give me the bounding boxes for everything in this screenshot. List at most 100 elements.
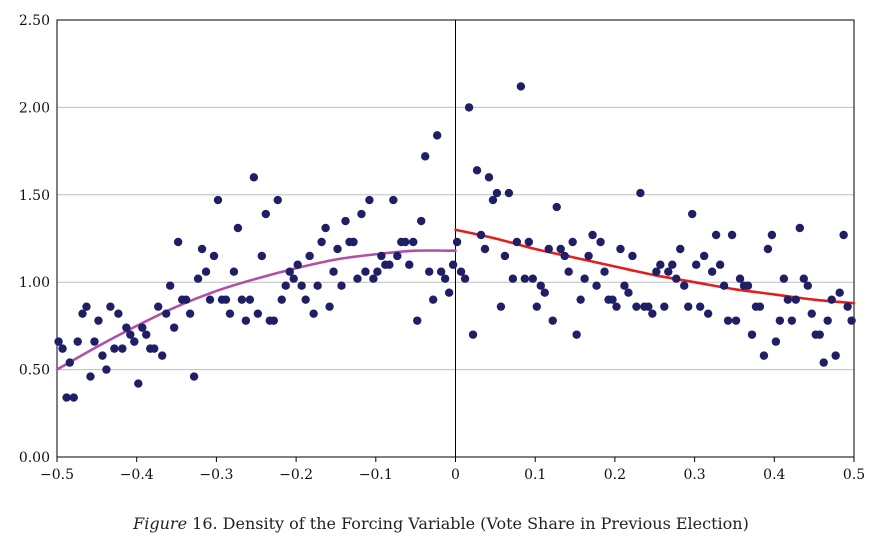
data-point [377,251,386,261]
x-tick-label: −0.1 [359,467,393,483]
data-point [648,309,657,318]
data-point [393,251,402,261]
data-point [357,209,366,219]
data-point [428,295,438,304]
data-point [540,288,549,297]
data-point [552,202,561,212]
data-point [624,288,633,297]
data-point [424,267,434,276]
data-point [488,195,498,205]
data-point [684,302,693,311]
data-point [456,267,466,276]
data-point [544,244,553,254]
data-point [520,274,530,283]
x-tick-label: −0.4 [120,467,154,483]
data-point [747,330,757,339]
data-point [293,260,302,269]
data-point [743,281,753,290]
data-point [532,302,541,311]
data-point [472,166,482,175]
data-point [65,358,74,367]
data-point [69,393,78,402]
data-point [763,244,773,254]
data-point [413,316,422,325]
data-point [536,281,545,290]
data-point [703,309,713,318]
data-point [484,173,494,182]
data-point [676,244,685,254]
figure-caption-label: Figure [133,514,188,533]
data-point [114,309,123,318]
data-point [564,267,573,276]
data-point [165,281,175,290]
data-point [779,274,789,283]
data-point [369,274,378,283]
y-tick-label: 0.00 [19,450,50,466]
y-tick-label: 0.50 [19,363,50,379]
data-point [616,244,625,254]
data-point [815,330,824,339]
y-tick-label: 2.00 [19,100,50,116]
data-point [122,323,131,332]
data-point [628,251,637,261]
data-point [512,237,522,247]
data-point [596,237,605,247]
data-point [130,337,139,346]
data-point [365,195,374,205]
data-point [759,351,769,360]
data-point [221,295,231,304]
data-points [54,82,856,402]
data-point [723,316,733,325]
data-point [201,267,211,276]
data-point [528,274,538,283]
data-point [819,358,828,367]
data-point [656,260,665,269]
data-point [548,316,557,325]
data-point [719,281,729,290]
data-point [516,82,526,91]
data-point [715,260,725,269]
x-tick-label: 0 [451,467,460,483]
data-point [504,188,514,198]
data-point [496,302,506,311]
data-point [289,274,298,283]
x-tick-label: 0.4 [763,467,785,483]
data-point [444,288,454,297]
data-point [480,244,490,254]
y-tick-label: 1.50 [19,188,50,204]
data-point [556,244,565,254]
data-point [767,230,777,240]
data-point [476,230,486,240]
data-point [305,251,314,261]
data-point [349,237,358,247]
x-tick-label: −0.3 [199,467,233,483]
data-point [775,316,785,325]
data-point [333,244,342,254]
data-point [185,309,195,318]
fit-curve-left [55,249,457,371]
data-point [313,281,322,290]
data-point [126,330,135,339]
data-point [134,379,143,388]
data-point [799,274,808,283]
data-point [154,302,163,311]
x-tick-label: 0.1 [524,467,546,483]
data-point [771,337,781,346]
data-point [189,372,199,381]
figure-caption: Figure 16. Density of the Forcing Variab… [0,514,882,533]
data-point [492,188,502,198]
data-point [783,295,793,304]
data-point [281,281,290,290]
data-point [341,216,350,226]
data-point [448,260,458,269]
data-point [173,237,183,247]
data-point [787,316,797,325]
data-point [735,274,745,283]
data-point [727,230,737,240]
figure-caption-text: 16. Density of the Forcing Variable (Vot… [187,514,749,533]
data-point [405,260,414,269]
data-point [213,195,223,205]
data-point [652,267,661,276]
x-tick-label: 0.2 [604,467,626,483]
data-point [309,309,318,318]
